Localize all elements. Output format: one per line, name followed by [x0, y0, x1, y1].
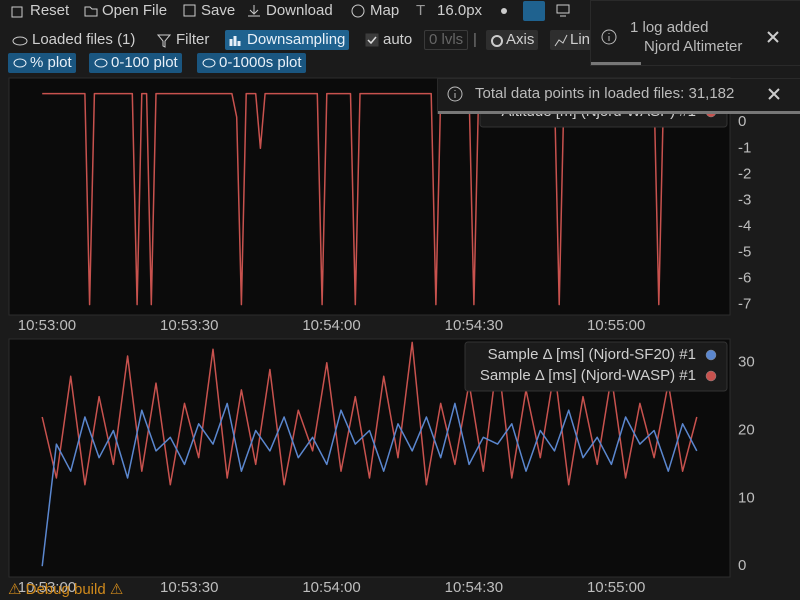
icon	[183, 4, 196, 17]
reset-button[interactable]: Reset	[30, 2, 70, 19]
monitor-icon[interactable]	[556, 4, 570, 18]
lines-button[interactable]: Lin	[550, 30, 595, 50]
x-tick-label: 10:53:00	[18, 317, 76, 334]
x-tick-label: 10:54:00	[302, 579, 360, 596]
progress-bar	[591, 62, 641, 65]
y-tick-label: -3	[738, 191, 751, 208]
icon	[157, 34, 171, 48]
icon	[11, 6, 23, 18]
notification: Total data points in loaded files: 31,18…	[437, 78, 800, 114]
legend-label: Sample Δ [ms] (Njord-SF20) #1	[488, 346, 696, 363]
x-tick-label: 10:54:30	[445, 317, 503, 334]
levels-field: 0 lvls	[424, 30, 469, 50]
percent-plot-button[interactable]: % plot	[8, 53, 76, 73]
x-tick-label: 10:55:00	[587, 317, 645, 334]
open-file-button[interactable]: Open File	[102, 2, 168, 19]
icon	[554, 34, 568, 47]
series-line	[42, 92, 702, 306]
font-icon: T	[416, 2, 426, 19]
notification: 1 log added Njord Altimeter	[590, 0, 800, 66]
close-button[interactable]	[767, 31, 779, 43]
x-tick-label: 10:53:30	[160, 579, 218, 596]
y-tick-label: -5	[738, 243, 751, 260]
save-button[interactable]: Save	[201, 2, 236, 19]
icon	[229, 36, 241, 46]
x-tick-label: 10:54:30	[445, 579, 503, 596]
x-tick-label: 10:54:00	[302, 317, 360, 334]
icon	[491, 35, 503, 47]
range-100-plot-button[interactable]: 0-100 plot	[89, 53, 182, 73]
download-button[interactable]: Download	[266, 2, 333, 19]
map-button[interactable]: Map	[370, 2, 400, 19]
y-tick-label: -7	[738, 296, 751, 313]
y-tick-label: -2	[738, 165, 751, 182]
y-tick-label: 0	[738, 557, 746, 574]
legend-box	[464, 341, 728, 392]
legend-swatch	[705, 349, 717, 361]
progress-bar	[438, 111, 800, 114]
eye-icons	[13, 58, 216, 68]
debug-label: ⚠ Debug build ⚠	[8, 581, 124, 598]
sun-icon[interactable]	[497, 4, 511, 18]
legend-label: Sample Δ [ms] (Njord-WASP) #1	[480, 367, 696, 384]
auto-label[interactable]: auto	[383, 31, 413, 48]
y-tick-label: 0	[738, 113, 746, 130]
info-icon	[447, 86, 463, 102]
y-tick-label: 20	[738, 422, 755, 439]
filter-button[interactable]: Filter	[176, 31, 210, 48]
y-tick-label: -1	[738, 139, 751, 156]
notification-title: 1 log added	[630, 19, 709, 36]
notification-title: Total data points in loaded files: 31,18…	[475, 85, 735, 102]
x-tick-label: 10:53:30	[160, 317, 218, 334]
x-tick-label: 10:53:00	[18, 579, 76, 596]
icon	[12, 36, 28, 46]
separator: |	[473, 31, 477, 48]
legend-swatch	[705, 370, 717, 382]
y-tick-label: 30	[738, 354, 755, 371]
y-tick-label: -6	[738, 270, 751, 287]
icon	[248, 5, 260, 17]
loaded-files-button[interactable]: Loaded files (1)	[32, 31, 136, 48]
y-tick-label: 10	[738, 489, 755, 506]
y-tick-label: -4	[738, 217, 751, 234]
dark-mode-button[interactable]	[523, 1, 545, 21]
icon	[351, 4, 365, 18]
font-size-button[interactable]: 16.0px	[437, 2, 483, 19]
notification-detail: Njord Altimeter	[644, 38, 743, 55]
downsampling-button[interactable]: Downsampling	[225, 30, 350, 50]
range-1000s-plot-button[interactable]: 0-1000s plot	[197, 53, 306, 73]
close-button[interactable]	[768, 88, 780, 100]
icon	[84, 6, 98, 17]
checkbox[interactable]	[365, 33, 379, 47]
x-tick-label: 10:55:00	[587, 579, 645, 596]
info-icon	[601, 29, 617, 45]
series-line	[41, 341, 698, 486]
series-line	[41, 402, 698, 567]
